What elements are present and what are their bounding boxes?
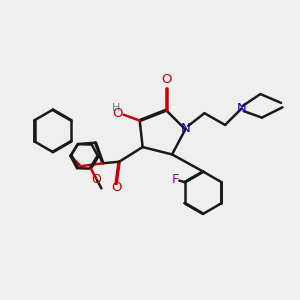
Text: N: N — [181, 122, 191, 135]
Text: F: F — [172, 172, 180, 186]
Text: O: O — [92, 172, 101, 185]
Text: O: O — [161, 73, 172, 86]
Text: N: N — [236, 102, 246, 115]
Text: O: O — [112, 107, 123, 120]
Text: O: O — [111, 181, 122, 194]
Text: H: H — [112, 103, 120, 113]
